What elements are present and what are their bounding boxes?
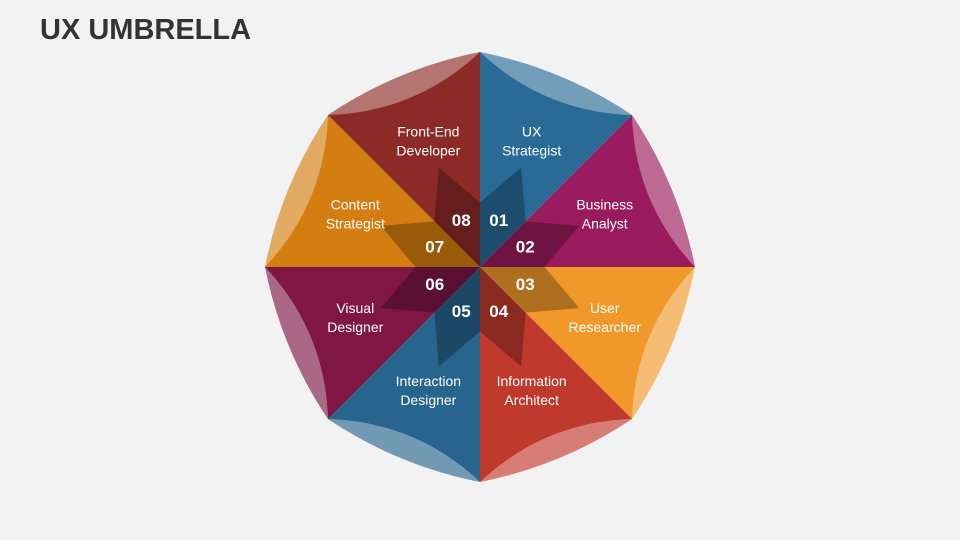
segment-flap xyxy=(480,419,633,482)
segment-core xyxy=(434,267,480,367)
segment-panel xyxy=(265,267,480,420)
segment: 08 Front-End Developer xyxy=(327,52,480,267)
segment-panel xyxy=(327,52,480,267)
segment-label: User xyxy=(590,300,620,316)
segment-flap-tint xyxy=(327,52,480,115)
segment-label: Designer xyxy=(327,319,383,335)
segment-panel xyxy=(480,114,695,267)
segment: 03 User Researcher xyxy=(480,267,695,420)
segment-number: 08 xyxy=(452,211,471,230)
segment-panel xyxy=(327,267,480,482)
segment-flap-tint xyxy=(265,267,328,420)
segment: 07 Content Strategist xyxy=(265,114,480,267)
segment-panel xyxy=(480,267,633,482)
segment-flap-tint xyxy=(480,52,633,115)
segment-label: Strategist xyxy=(502,142,561,158)
segment: 06 Visual Designer xyxy=(265,267,480,420)
segment-core xyxy=(480,267,580,313)
segment-number: 05 xyxy=(452,302,471,321)
title: UX UMBRELLA xyxy=(40,14,252,46)
segment-panel xyxy=(265,114,480,267)
segment-number: 01 xyxy=(489,211,508,230)
segment-label: Front-End xyxy=(397,123,459,139)
segment-core xyxy=(434,167,480,267)
segment: 02 Business Analyst xyxy=(480,114,695,267)
segment-label: Visual xyxy=(336,300,374,316)
segment-flap xyxy=(480,52,633,115)
segment-flap-tint xyxy=(632,267,695,420)
segment-flap-tint xyxy=(327,419,480,482)
segment-label: Designer xyxy=(400,392,456,408)
segment-flap xyxy=(327,52,480,115)
segment-flap xyxy=(632,267,695,420)
segment-flap xyxy=(265,267,328,420)
segment-core xyxy=(480,221,580,267)
segment-label: Information xyxy=(497,373,567,389)
segment-label: Architect xyxy=(504,392,559,408)
segment-core xyxy=(480,167,526,267)
segment-label: Developer xyxy=(396,142,460,158)
segment-panel xyxy=(480,267,695,420)
segment-core xyxy=(380,221,480,267)
segment-flap xyxy=(327,419,480,482)
segment-flap-tint xyxy=(480,419,633,482)
segment-number: 02 xyxy=(516,238,535,257)
segment: 04 Information Architect xyxy=(480,267,633,482)
segment-label: Interaction xyxy=(396,373,461,389)
segment-label: Researcher xyxy=(569,319,642,335)
segment-label: Strategist xyxy=(326,216,385,232)
segment-core xyxy=(380,267,480,313)
segment: 01 UX Strategist xyxy=(480,52,633,267)
segment-number: 04 xyxy=(489,302,508,321)
segment: 05 Interaction Designer xyxy=(327,267,480,482)
segment-number: 06 xyxy=(425,275,444,294)
segment-flap-tint xyxy=(265,114,328,267)
segment-label: UX xyxy=(522,123,542,139)
segment-number: 07 xyxy=(425,238,444,257)
segment-label: Analyst xyxy=(582,216,628,232)
segment-flap xyxy=(265,114,328,267)
segment-panel xyxy=(480,52,633,267)
segment-label: Content xyxy=(331,197,380,213)
segment-label: Business xyxy=(576,197,633,213)
segment-flap xyxy=(632,114,695,267)
segment-number: 03 xyxy=(516,275,535,294)
segment-flap-tint xyxy=(632,114,695,267)
segment-core xyxy=(480,267,526,367)
